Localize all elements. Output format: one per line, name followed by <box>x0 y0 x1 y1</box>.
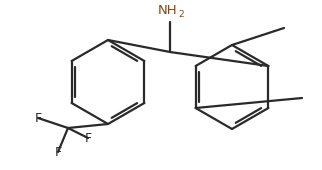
Text: NH: NH <box>158 4 178 17</box>
Text: F: F <box>84 132 91 144</box>
Text: 2: 2 <box>178 10 184 19</box>
Text: F: F <box>34 112 42 124</box>
Text: F: F <box>54 146 62 158</box>
